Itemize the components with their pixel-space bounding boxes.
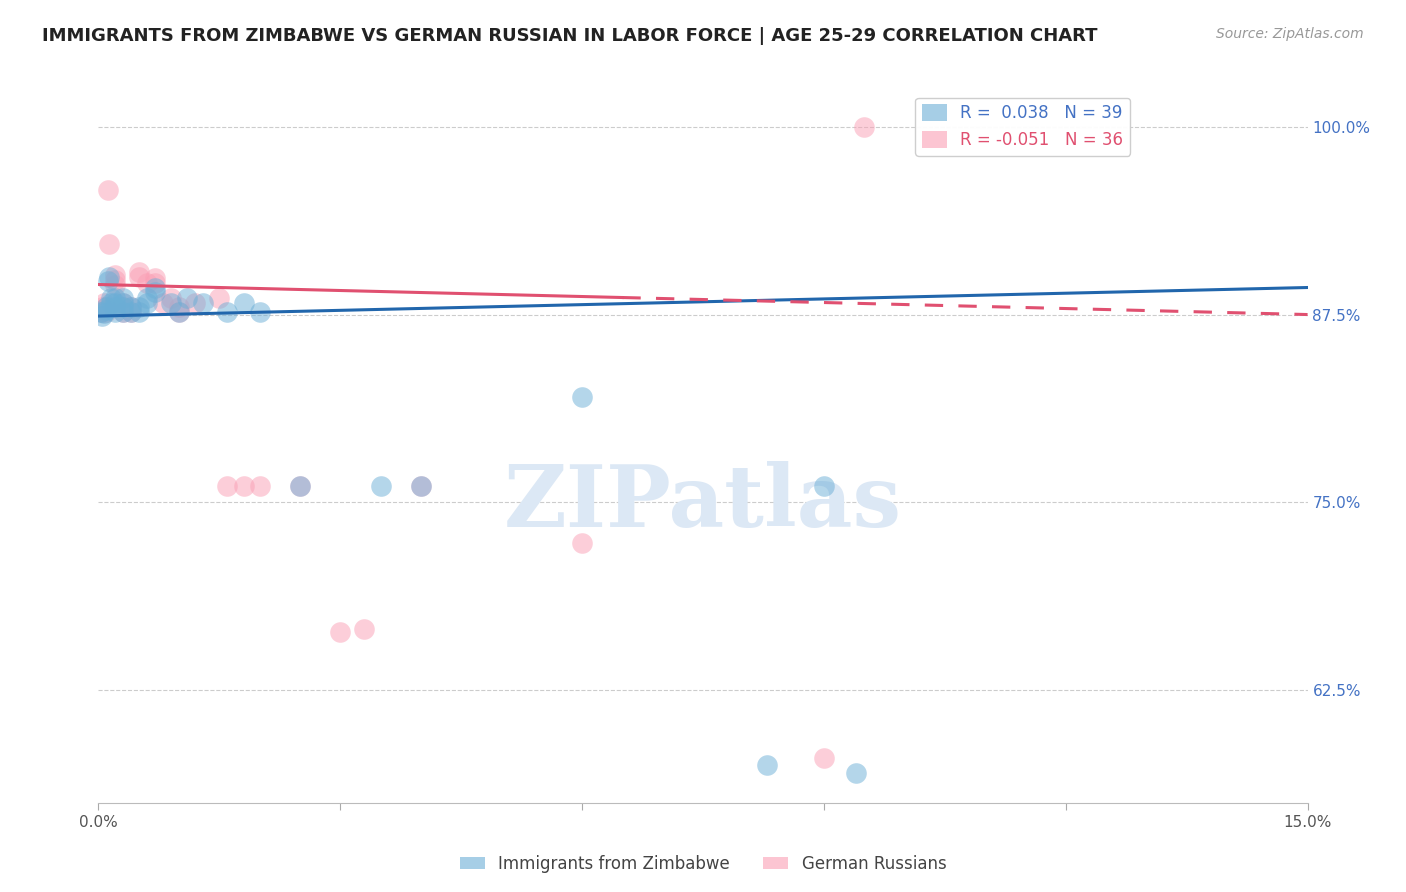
Point [128,270,150,285]
Point [756,758,779,772]
Point [571,390,593,404]
Point [128,265,150,279]
Point [160,291,183,305]
Point [96,303,118,318]
Point [103,268,125,283]
Point [111,300,134,314]
Legend: Immigrants from Zimbabwe, German Russians: Immigrants from Zimbabwe, German Russian… [453,848,953,880]
Point [100,295,122,310]
Point [217,304,239,318]
Point [91,300,114,314]
Point [845,765,868,780]
Point [91,309,114,323]
Point [249,304,271,318]
Text: IMMIGRANTS FROM ZIMBABWE VS GERMAN RUSSIAN IN LABOR FORCE | AGE 25-29 CORRELATIO: IMMIGRANTS FROM ZIMBABWE VS GERMAN RUSSI… [42,27,1098,45]
Point [96,300,118,314]
Point [135,291,157,305]
Point [120,304,142,318]
Point [160,295,183,310]
Point [97,270,120,285]
Point [813,750,835,764]
Point [128,300,150,314]
Point [288,479,311,493]
Point [111,304,134,318]
Point [135,276,157,290]
Point [103,300,125,314]
Text: Source: ZipAtlas.com: Source: ZipAtlas.com [1216,27,1364,41]
Point [103,295,125,310]
Point [103,273,125,287]
Point [409,479,432,493]
Point [96,300,118,314]
Point [120,304,142,318]
Point [217,479,239,493]
Point [111,295,134,310]
Point [97,183,120,197]
Point [167,304,190,318]
Point [249,479,271,493]
Point [111,291,134,305]
Point [93,306,115,320]
Point [167,300,190,314]
Point [288,479,311,493]
Point [167,304,190,318]
Point [97,236,120,251]
Point [193,295,215,310]
Point [143,280,166,294]
Point [152,295,174,310]
Point [90,304,112,318]
Point [93,295,115,310]
Point [103,291,125,305]
Point [96,304,118,318]
Point [143,276,166,290]
Point [370,479,392,493]
Point [232,295,254,310]
Point [853,120,876,134]
Point [111,295,134,310]
Point [176,291,198,305]
Point [128,304,150,318]
Point [90,304,112,318]
Point [143,271,166,285]
Point [409,479,432,493]
Point [208,291,231,305]
Point [100,291,122,305]
Point [329,624,352,639]
Point [120,300,142,314]
Text: ZIPatlas: ZIPatlas [503,461,903,545]
Point [111,304,134,318]
Point [184,295,207,310]
Legend: R =  0.038   N = 39, R = -0.051   N = 36: R = 0.038 N = 39, R = -0.051 N = 36 [915,97,1130,155]
Point [813,479,835,493]
Point [143,285,166,299]
Point [120,300,142,314]
Point [103,277,125,292]
Point [353,622,375,636]
Point [232,479,254,493]
Point [103,304,125,318]
Point [97,275,120,289]
Point [135,295,157,310]
Point [111,300,134,314]
Point [571,536,593,550]
